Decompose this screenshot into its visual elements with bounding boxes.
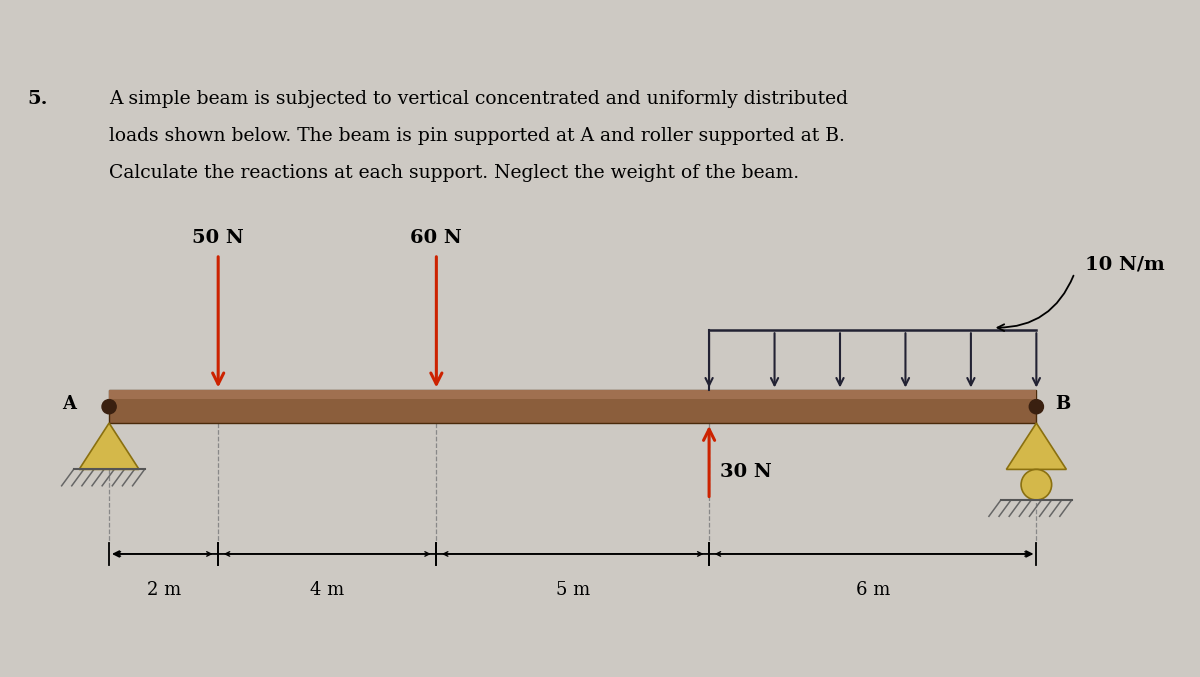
Text: 10 N/m: 10 N/m — [1086, 256, 1165, 274]
Text: 30 N: 30 N — [720, 463, 772, 481]
Polygon shape — [79, 423, 139, 469]
Text: B: B — [1056, 395, 1070, 413]
Circle shape — [1030, 399, 1044, 414]
Circle shape — [102, 399, 116, 414]
Bar — [109, 391, 1037, 399]
Text: 4 m: 4 m — [310, 582, 344, 599]
Bar — [109, 391, 1037, 423]
Text: A simple beam is subjected to vertical concentrated and uniformly distributed: A simple beam is subjected to vertical c… — [109, 90, 848, 108]
Text: loads shown below. The beam is pin supported at A and roller supported at B.: loads shown below. The beam is pin suppo… — [109, 127, 845, 146]
Text: 60 N: 60 N — [410, 230, 462, 247]
Text: 6 m: 6 m — [856, 582, 890, 599]
Circle shape — [1021, 469, 1051, 500]
Text: 5 m: 5 m — [556, 582, 590, 599]
Text: 2 m: 2 m — [146, 582, 181, 599]
Text: 5.: 5. — [28, 90, 48, 108]
Text: Calculate the reactions at each support. Neglect the weight of the beam.: Calculate the reactions at each support.… — [109, 165, 799, 183]
Text: 50 N: 50 N — [192, 230, 244, 247]
Polygon shape — [1007, 423, 1067, 469]
Text: A: A — [62, 395, 77, 413]
